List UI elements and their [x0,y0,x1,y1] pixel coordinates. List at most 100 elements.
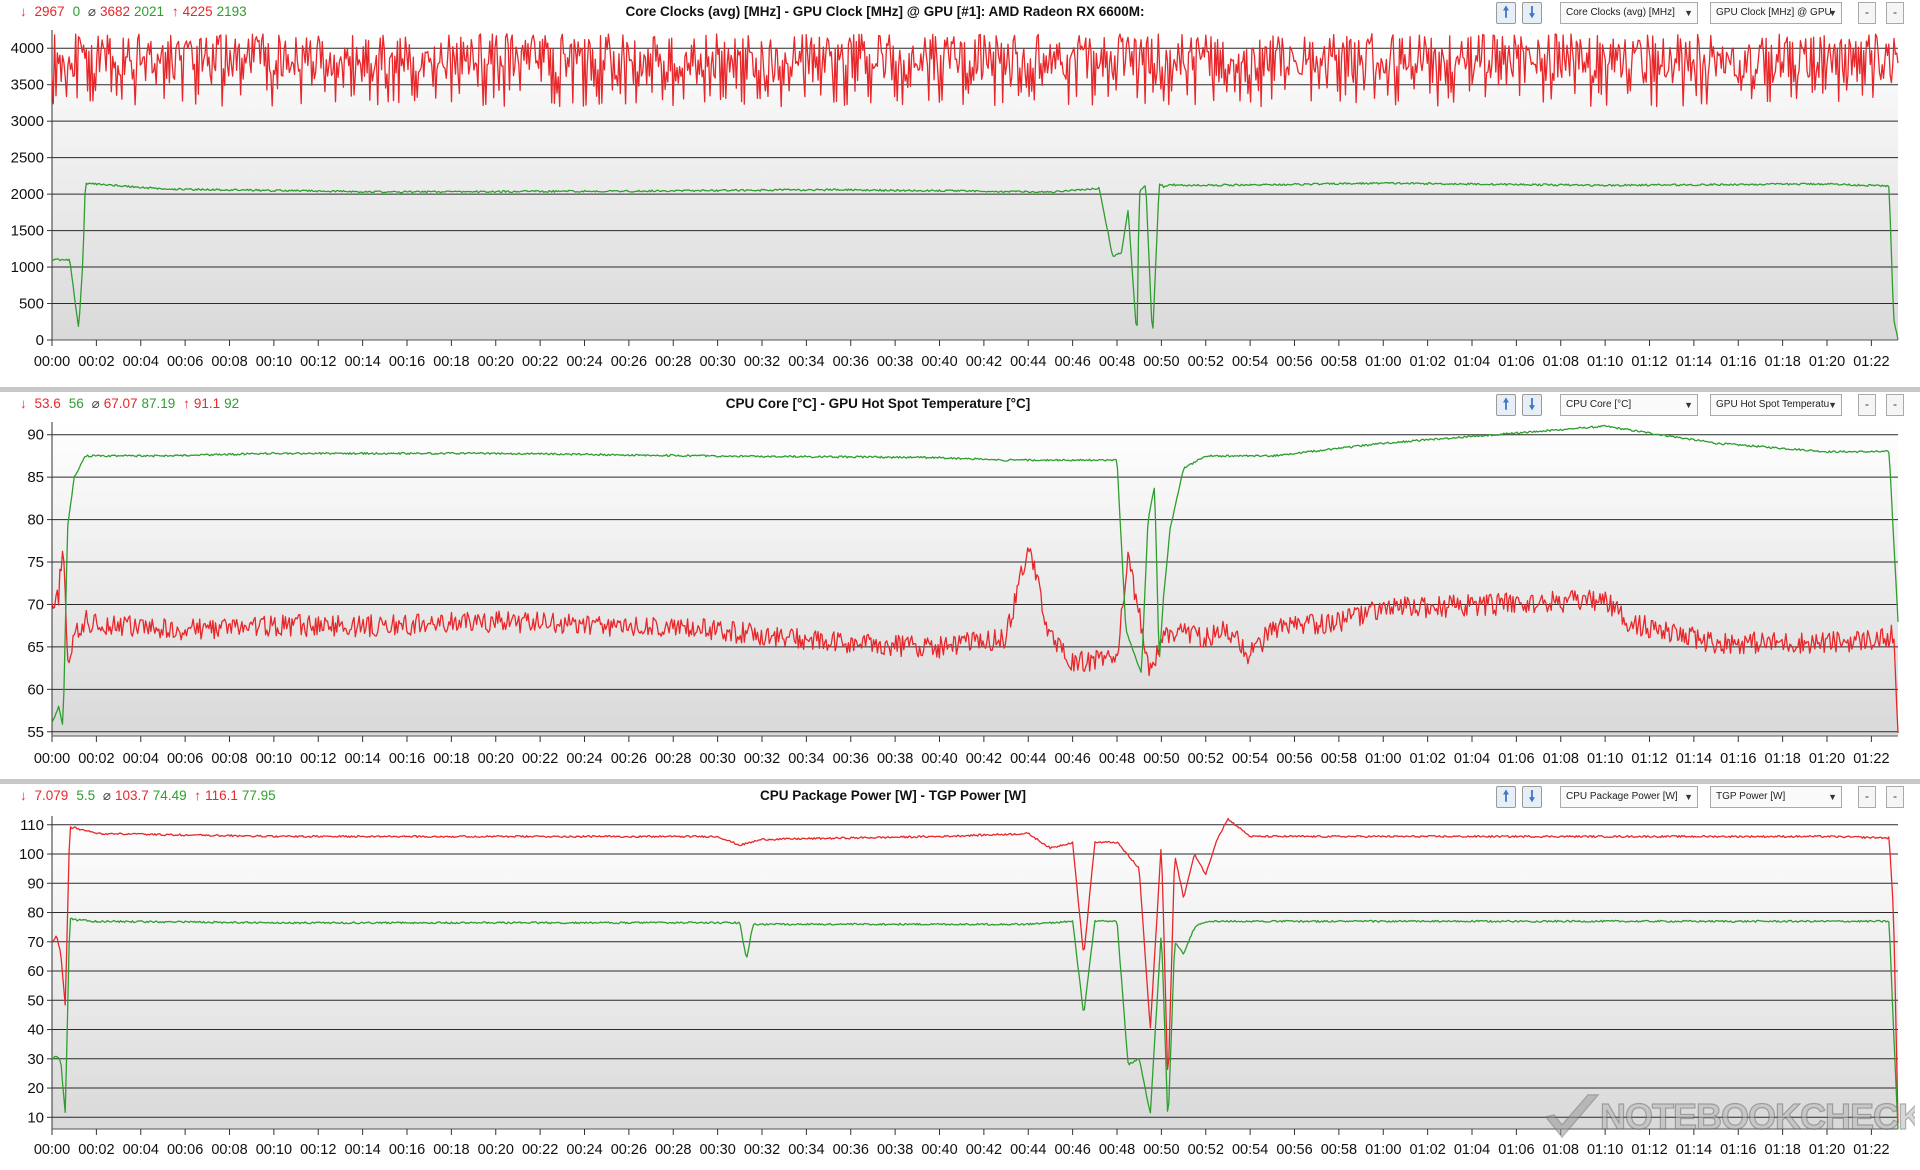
move-down-button[interactable]: 🠗 [1522,2,1542,24]
x-tick-label: 00:44 [1010,1142,1046,1158]
chart-panel-temps: 55 60 65 70 75 80 85 90 00:00 00:02 00:04 00:06 00:0… [0,392,1920,779]
x-tick-label: 01:18 [1764,1142,1800,1158]
stat-avg-red: 103.7 [115,788,149,803]
x-tick-label: 01:04 [1454,751,1490,767]
panel-divider [0,387,1920,392]
series2-select[interactable]: TGP Power [W] ▼ [1710,786,1842,808]
y-tick-label: 3000 [11,113,44,130]
x-tick-label: 00:22 [522,751,558,767]
panel-title: Core Clocks (avg) [MHz] - GPU Clock [MHz… [625,4,1145,19]
x-tick-label: 00:10 [256,354,292,370]
stat-max-green: 77.95 [241,788,276,803]
x-tick-label: 01:12 [1631,751,1667,767]
remove-button-2[interactable]: - [1886,786,1904,808]
remove-button-2[interactable]: - [1886,394,1904,416]
x-tick-label: 00:50 [1143,751,1179,767]
x-tick-label: 00:34 [788,1142,824,1158]
chevron-down-icon: ▼ [1828,400,1837,410]
x-tick-label: 00:16 [389,1142,425,1158]
series1-select[interactable]: CPU Package Power [W] ▼ [1560,786,1698,808]
y-tick-label: 100 [19,846,44,863]
x-tick-label: 00:28 [655,1142,691,1158]
stat-min-red: 2967 [34,4,65,19]
y-tick-label: 55 [27,724,44,741]
x-tick-label: 00:08 [211,1142,247,1158]
x-tick-label: 00:52 [1188,1142,1224,1158]
remove-button[interactable]: - [1858,786,1876,808]
x-tick-label: 00:00 [34,354,70,370]
x-tick-label: 00:20 [478,751,514,767]
x-tick-label: 00:38 [877,354,913,370]
x-tick-label: 00:38 [877,751,913,767]
remove-button[interactable]: - [1858,2,1876,24]
move-down-button[interactable]: 🠗 [1522,394,1542,416]
x-tick-label: 00:18 [433,354,469,370]
x-tick-label: 00:02 [78,1142,114,1158]
move-up-button[interactable]: 🠕 [1496,786,1516,808]
arrow-up-icon: 🠕 [1502,396,1510,413]
x-tick-label: 00:58 [1321,354,1357,370]
power-chart: 10 20 30 40 50 60 70 80 90 100 110 00:00 00:02 00:04 0… [19,816,1899,1158]
series-line-red [51,33,1899,108]
x-tick-label: 00:56 [1276,751,1312,767]
x-tick-label: 00:56 [1276,1142,1312,1158]
x-tick-label: 01:08 [1543,1142,1579,1158]
move-down-button[interactable]: 🠗 [1522,786,1542,808]
y-tick-label: 40 [27,1022,44,1039]
chart-panel-power: 10 20 30 40 50 60 70 80 90 100 110 00:00 00:02 00:04 0… [0,784,1920,1170]
x-tick-label: 00:00 [34,1142,70,1158]
chevron-down-icon: ▼ [1684,792,1693,802]
series1-select[interactable]: Core Clocks (avg) [MHz] ▼ [1560,2,1698,24]
x-tick-label: 00:30 [699,1142,735,1158]
series1-select[interactable]: CPU Core [°C] ▼ [1560,394,1698,416]
x-tick-label: 00:02 [78,354,114,370]
x-tick-label: 00:40 [921,354,957,370]
move-up-button[interactable]: 🠕 [1496,2,1516,24]
max-symbol: ↑ [171,4,179,19]
y-tick-label: 1000 [11,259,44,276]
max-symbol: ↑ [183,396,190,411]
x-tick-label: 00:26 [611,1142,647,1158]
x-tick-label: 01:02 [1409,354,1445,370]
remove-button-2[interactable]: - [1886,2,1904,24]
stat-avg-green: 74.49 [152,788,187,803]
y-tick-label: 4000 [11,40,44,57]
x-tick-label: 00:12 [300,751,336,767]
y-tick-label: 60 [27,963,44,980]
x-tick-label: 00:46 [1054,751,1090,767]
x-tick-label: 00:36 [833,751,869,767]
watermark-text: NOTEBOOKCHECK [1600,1096,1915,1137]
x-tick-label: 00:42 [966,354,1002,370]
y-tick-label: 75 [27,554,44,571]
x-tick-label: 01:00 [1365,1142,1401,1158]
y-tick-label: 80 [27,905,44,922]
x-tick-label: 01:10 [1587,1142,1623,1158]
x-tick-label: 00:42 [966,751,1002,767]
checkmark-logo-icon [1544,1094,1600,1139]
x-tick-label: 00:24 [566,1142,602,1158]
x-tick-label: 01:22 [1853,751,1889,767]
y-tick-label: 3500 [11,77,44,94]
x-tick-label: 01:14 [1676,354,1712,370]
x-tick-label: 00:14 [344,354,380,370]
x-tick-label: 01:20 [1809,1142,1845,1158]
x-tick-label: 00:20 [478,1142,514,1158]
series2-select[interactable]: GPU Clock [MHz] @ GPU ▼ [1710,2,1842,24]
x-tick-label: 01:18 [1764,751,1800,767]
y-tick-label: 70 [27,934,44,951]
stats-bar: ↓ 53.6 56 ⌀ 67.07 87.19 ↑ 91.1 92 [20,396,240,411]
series2-select[interactable]: GPU Hot Spot Temperatu ▼ [1710,394,1842,416]
arrow-down-icon: 🠗 [1528,396,1536,413]
remove-button[interactable]: - [1858,394,1876,416]
x-tick-label: 01:10 [1587,751,1623,767]
y-tick-label: 90 [27,427,44,444]
move-up-button[interactable]: 🠕 [1496,394,1516,416]
x-tick-label: 00:18 [433,1142,469,1158]
y-tick-label: 2500 [11,150,44,167]
x-tick-label: 00:14 [344,1142,380,1158]
x-tick-label: 00:36 [833,1142,869,1158]
plot-background [52,422,1898,736]
x-tick-label: 00:08 [211,354,247,370]
x-tick-label: 00:52 [1188,354,1224,370]
stat-min-green: 5.5 [76,788,96,803]
